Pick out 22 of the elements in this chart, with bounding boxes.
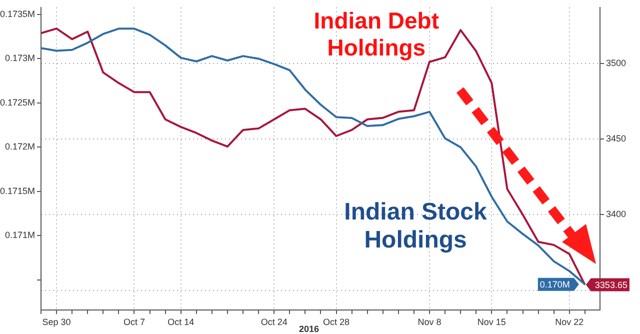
y2-tick-label: 3400	[606, 209, 626, 220]
y-tick-label: 0.172M	[4, 142, 35, 152]
y2-tick-label: 3450	[606, 134, 626, 144]
y-tick-label: 0.1715M	[0, 186, 35, 196]
data-label: 0.170M	[540, 279, 570, 290]
x-tick-label: Sep 30	[42, 316, 71, 327]
y-tick-label: 0.173M	[4, 53, 35, 64]
y2-tick-label: 3500	[606, 58, 626, 68]
y-tick-label: 0.1725M	[0, 97, 35, 108]
y-tick-label: 0.171M	[4, 230, 35, 240]
x-tick-label: Oct 7	[123, 316, 145, 327]
y-tick-label: 0.1735M	[0, 8, 35, 19]
x-tick-label: Oct 14	[168, 316, 194, 327]
data-label: 3353.65	[594, 280, 628, 290]
series-label: Indian Stock Holdings	[344, 198, 488, 254]
x-tick-label: Oct 24	[260, 316, 288, 327]
text: 2016	[298, 324, 320, 334]
x-tick-label: Nov 8	[418, 316, 442, 327]
x-tick-label: Nov 22	[555, 316, 584, 327]
series-label: Indian Debt Holdings	[314, 7, 440, 60]
x-tick-label: Oct 28	[323, 316, 350, 327]
x-tick-label: Nov 15	[477, 316, 506, 327]
